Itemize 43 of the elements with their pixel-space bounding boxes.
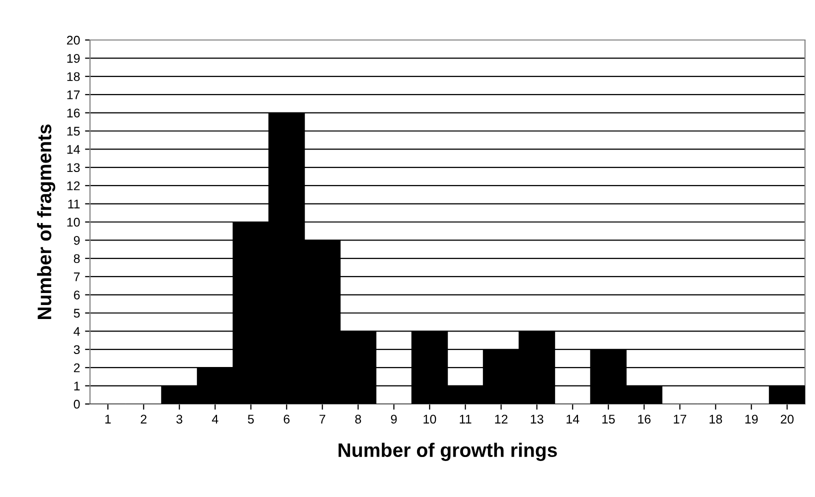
x-tick-label: 3 (176, 414, 182, 424)
y-tick-label: 8 (74, 254, 80, 264)
y-tick-label: 1 (74, 382, 80, 390)
y-tick-label: 14 (67, 145, 80, 154)
x-tick-label: 14 (566, 414, 580, 424)
y-tick-label: 4 (74, 327, 80, 336)
y-tick-label: 2 (74, 363, 80, 372)
y-tick-label: 9 (74, 236, 80, 245)
x-tick-label: 11 (460, 414, 472, 424)
y-axis-title: Number of fragments (37, 124, 56, 320)
x-tick-label: 18 (710, 414, 722, 424)
y-tick-label: 19 (67, 54, 80, 63)
y-tick-label: 10 (67, 218, 80, 227)
y-tick-label: 7 (74, 272, 80, 282)
x-axis-title: Number of growth rings (338, 442, 557, 461)
y-tick-label: 5 (74, 308, 80, 318)
x-tick-label: 19 (745, 414, 758, 424)
y-tick-label: 15 (67, 126, 80, 136)
x-tick-label: 4 (212, 414, 218, 424)
y-tick-label: 3 (74, 345, 80, 354)
x-tick-label: 16 (638, 414, 651, 424)
y-tick-label: 20 (67, 36, 80, 45)
x-tick-label: 9 (390, 414, 397, 424)
y-tick-label: 0 (74, 400, 80, 409)
x-tick-label: 17 (674, 414, 686, 424)
x-tick-label: 10 (424, 414, 436, 424)
y-tick-label: 11 (68, 200, 80, 208)
x-tick-label: 7 (320, 414, 326, 424)
x-tick-label: 6 (284, 414, 290, 424)
y-tick-label: 16 (67, 108, 80, 118)
y-tick-label: 13 (67, 163, 80, 172)
x-tick-label: 20 (780, 414, 794, 424)
y-tick-label: 17 (67, 90, 80, 100)
y-tick-label: 12 (67, 181, 80, 190)
x-tick-label: 5 (248, 414, 254, 424)
x-tick-label: 15 (602, 414, 615, 424)
x-tick-label: 8 (355, 414, 362, 424)
x-tick-label: 12 (495, 414, 508, 424)
y-tick-label: 18 (67, 72, 80, 82)
x-tick-label: 2 (140, 414, 146, 424)
x-tick-label: 13 (530, 414, 544, 424)
y-tick-label: 6 (74, 290, 80, 300)
x-tick-label: 1 (105, 414, 111, 424)
